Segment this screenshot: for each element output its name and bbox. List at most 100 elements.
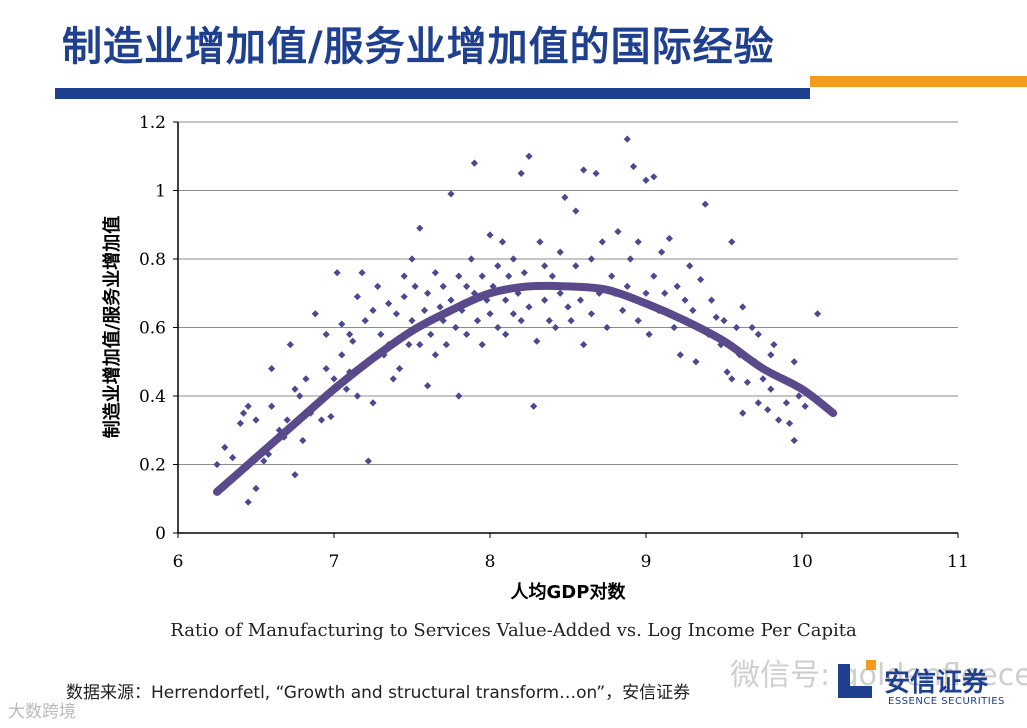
- scatter-points: [213, 135, 837, 506]
- slide-title: 制造业增加值/服务业增加值的国际经验: [62, 24, 775, 70]
- scatter-point: [333, 269, 341, 277]
- scatter-point: [587, 255, 595, 263]
- scatter-point: [358, 269, 366, 277]
- scatter-point: [533, 337, 541, 345]
- scatter-point: [697, 275, 705, 284]
- scatter-point: [728, 375, 736, 383]
- y-tick-label: 0.4: [139, 387, 166, 407]
- scatter-point: [455, 272, 463, 280]
- scatter-point: [268, 365, 276, 373]
- y-tick-label: 0.6: [139, 319, 166, 339]
- scatter-point: [790, 358, 798, 366]
- scatter-point: [775, 416, 783, 424]
- scatter-point: [353, 293, 361, 301]
- scatter-point: [361, 317, 369, 325]
- scatter-point: [439, 282, 447, 290]
- scatter-point: [623, 282, 631, 290]
- x-axis-label: 人均GDP对数: [511, 581, 627, 603]
- scatter-point: [520, 269, 528, 277]
- scatter-point: [400, 293, 408, 301]
- scatter-point: [541, 296, 549, 304]
- scatter-point: [467, 255, 475, 263]
- scatter-point: [338, 351, 346, 359]
- scatter-point: [764, 406, 772, 414]
- axis-ticks: 0 0.2 0.4 0.6 0.8 1 1.2 6 7 8 9 10 11: [139, 113, 969, 572]
- scatter-point: [283, 416, 291, 424]
- scatter-point: [427, 330, 435, 338]
- scatter-point: [389, 375, 397, 383]
- x-tick-label: 8: [485, 552, 496, 572]
- scatter-point: [486, 231, 494, 239]
- scatter-point: [670, 323, 678, 332]
- scatter-point: [349, 337, 357, 345]
- scatter-point: [346, 330, 354, 338]
- scatter-point: [416, 224, 424, 232]
- scatter-point: [400, 272, 408, 280]
- scatter-point: [416, 341, 424, 349]
- scatter-point: [767, 385, 775, 393]
- scatter-point: [767, 351, 775, 359]
- scatter-point: [509, 255, 517, 263]
- scatter-point: [692, 358, 700, 366]
- scatter-point: [548, 272, 556, 280]
- logo-name-en: ESSENCE SECURITIES: [888, 696, 1005, 707]
- scatter-point: [411, 282, 419, 290]
- scatter-point: [478, 341, 486, 349]
- scatter-point: [754, 330, 762, 338]
- scatter-point: [564, 303, 572, 311]
- scatter-point: [739, 409, 747, 417]
- scatter-point: [587, 310, 595, 318]
- scatter-point: [545, 317, 553, 325]
- scatter-point: [561, 193, 569, 201]
- scatter-point: [707, 296, 716, 304]
- scatter-point: [576, 296, 585, 304]
- scatter-point: [302, 375, 310, 383]
- scatter-point: [252, 484, 260, 493]
- scatter-point: [658, 248, 666, 256]
- scatter-point: [795, 392, 803, 400]
- scatter-point: [395, 365, 404, 373]
- scatter-point: [517, 169, 525, 177]
- scatter-point: [580, 341, 588, 349]
- scatter-point: [634, 238, 642, 246]
- scatter-point: [327, 412, 335, 421]
- scatter-point: [681, 296, 689, 304]
- chart-subtitle: Ratio of Manufacturing to Services Value…: [170, 620, 857, 641]
- scatter-point: [814, 310, 822, 318]
- scatter-point: [317, 416, 326, 424]
- scatter-point: [494, 323, 502, 332]
- scatter-point: [502, 330, 510, 338]
- scatter-point: [759, 375, 767, 383]
- x-tick-label: 10: [791, 552, 813, 572]
- scatter-point: [650, 272, 658, 280]
- scatter-point: [614, 228, 622, 236]
- scatter-point: [754, 399, 762, 407]
- scatter-point: [286, 341, 294, 349]
- scatter-point: [322, 365, 330, 373]
- scatter-point: [299, 436, 307, 445]
- y-axis-label: 制造业增加值/服务业增加值: [101, 216, 123, 439]
- scatter-point: [790, 436, 798, 445]
- y-tick-label: 1.2: [139, 113, 166, 133]
- scatter-point: [369, 306, 377, 314]
- scatter-point: [431, 269, 439, 277]
- y-tick-label: 1: [155, 182, 166, 202]
- scatter-point: [536, 238, 544, 246]
- scatter-point: [556, 289, 564, 297]
- logo-mark-icon: [838, 660, 876, 698]
- scatter-point: [498, 238, 507, 246]
- scatter-point: [291, 385, 299, 393]
- scatter-point: [650, 173, 658, 181]
- scatter-point: [530, 402, 538, 410]
- scatter-point: [296, 392, 304, 400]
- scatter-point: [603, 323, 611, 332]
- scatter-point: [728, 238, 736, 246]
- title-underline-orange: [810, 76, 1027, 87]
- grid-lines: [178, 121, 958, 465]
- scatter-point: [244, 498, 252, 506]
- scatter-point: [239, 409, 248, 417]
- scatter-point: [739, 303, 747, 311]
- scatter-point: [634, 317, 642, 325]
- logo-name-cn: 安信证券: [884, 668, 989, 698]
- scatter-point: [525, 152, 533, 160]
